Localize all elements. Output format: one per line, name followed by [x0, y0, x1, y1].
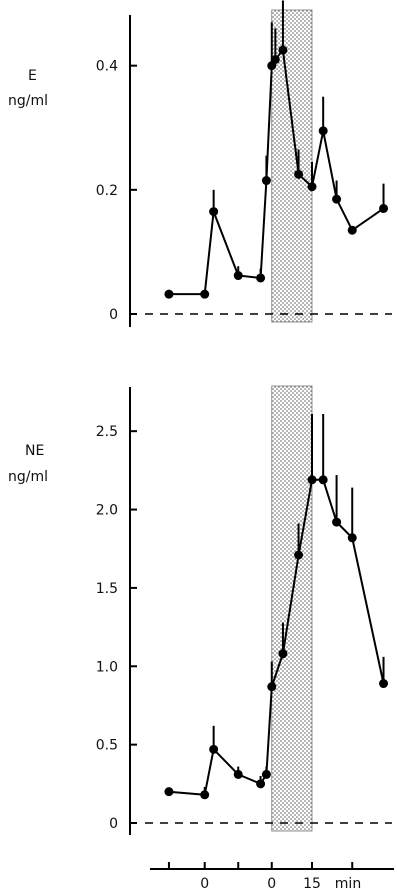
ne-axis-unit: ng/ml [8, 469, 48, 485]
y-tick-label: 0.2 [96, 183, 118, 199]
stimulus-shaded-region [271, 385, 313, 832]
y-tick-label: 0 [109, 816, 118, 832]
data-point [294, 169, 304, 179]
data-point [332, 517, 342, 527]
data-point [332, 194, 342, 204]
y-tick-label: 1.5 [96, 581, 118, 597]
data-point [318, 126, 328, 136]
norepinephrine-panel: 0 0.5 1.0 1.5 2.0 2.5 NE ng/ml [8, 385, 392, 835]
y-tick-label: 0.4 [96, 59, 118, 75]
data-point [379, 203, 389, 213]
data-point [233, 271, 243, 281]
time-axis: 0 0 15 min [150, 862, 394, 889]
x-tick-label: 15 [303, 876, 321, 889]
data-point [307, 475, 317, 485]
data-point [261, 176, 271, 186]
y-tick-label: 2.0 [96, 503, 118, 519]
e-axis-label: E [28, 68, 37, 84]
y-tick-label: 1.0 [96, 659, 118, 675]
epinephrine-panel: 0 0.2 0.4 E ng/ml [8, 0, 392, 327]
y-tick-label: 0.5 [96, 738, 118, 754]
data-point [347, 225, 357, 235]
data-point [200, 790, 210, 800]
data-point [267, 682, 277, 692]
data-point [294, 550, 304, 560]
x-axis-unit-label: min [335, 876, 361, 889]
x-tick-label: 0 [200, 876, 209, 889]
data-point [200, 289, 210, 299]
e-axis-unit: ng/ml [8, 93, 48, 109]
data-point [270, 54, 280, 64]
data-point [379, 679, 389, 689]
data-point [256, 779, 266, 789]
data-point [347, 533, 357, 543]
ne-axis-label: NE [25, 443, 44, 459]
x-tick-label: 0 [267, 876, 276, 889]
y-tick-label: 2.5 [96, 424, 118, 440]
data-point [278, 45, 288, 55]
series-line [168, 478, 385, 796]
data-point [278, 649, 288, 659]
data-point [164, 787, 174, 797]
data-point [164, 289, 174, 299]
data-point [307, 182, 317, 192]
data-point [261, 769, 271, 779]
data-point [233, 769, 243, 779]
data-point [209, 744, 219, 754]
data-point [256, 273, 266, 283]
y-tick-label: 0 [109, 307, 118, 323]
data-point [209, 207, 219, 217]
data-point [318, 475, 328, 485]
